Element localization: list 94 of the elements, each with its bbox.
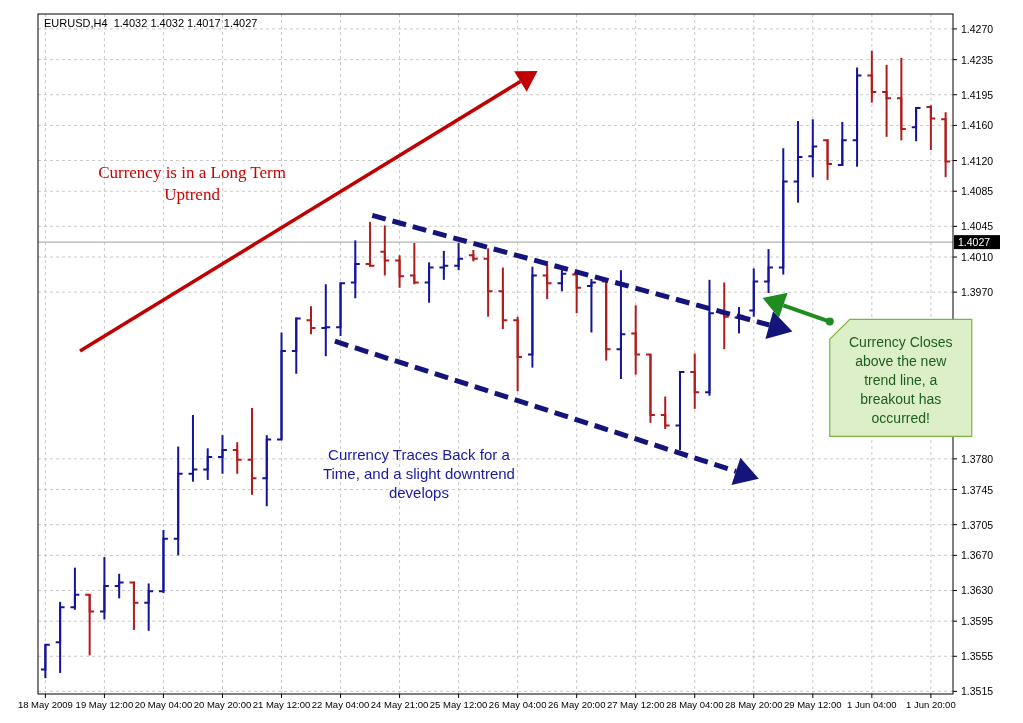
x-tick-label: 29 May 12:00 — [784, 699, 842, 710]
candlestick — [320, 283, 332, 358]
y-tick-label: 1.3705 — [961, 518, 994, 531]
x-tick-label: 20 May 20:00 — [193, 699, 252, 710]
x-tick-label: 18 May 2009 — [17, 699, 73, 710]
candlestick — [276, 331, 287, 441]
y-tick-label: 1.3515 — [961, 685, 994, 698]
y-tick-label: 1.4085 — [961, 185, 994, 198]
candlestick — [689, 352, 701, 410]
candlestick — [659, 395, 671, 431]
candlestick — [39, 643, 51, 680]
candlestick — [512, 315, 524, 393]
candlestick — [807, 118, 819, 179]
y-tick-label: 1.3780 — [961, 452, 994, 465]
ref-line-label: 1.4027 — [958, 236, 991, 249]
annotation: Currency Traces Back for a Time, and a slight downtrend develops — [322, 446, 515, 502]
y-tick-label: 1.3630 — [961, 584, 994, 597]
x-tick-label: 28 May 20:00 — [724, 699, 783, 710]
x-tick-label: 25 May 12:00 — [429, 699, 488, 710]
candlestick — [335, 281, 346, 338]
candlestick — [541, 263, 553, 301]
candlestick — [866, 49, 878, 104]
candlestick — [113, 572, 125, 600]
y-tick-label: 1.4270 — [961, 22, 994, 35]
candlestick — [202, 447, 214, 481]
y-tick-label: 1.4235 — [961, 53, 994, 66]
candlestick — [482, 247, 494, 318]
candlestick — [645, 353, 656, 424]
candlestick — [187, 413, 199, 483]
candlestick — [305, 305, 317, 336]
x-tick-label: 19 May 12:00 — [75, 699, 134, 710]
x-tick-label: 26 May 20:00 — [547, 699, 606, 710]
candlestick — [349, 239, 361, 300]
x-tick-label: 26 May 04:00 — [488, 699, 547, 710]
x-tick-label: 27 May 12:00 — [606, 699, 665, 710]
candlestick — [881, 63, 893, 138]
candlestick — [763, 248, 774, 295]
annotation: Currency Closes above the new trend line, a breakout has occurred! — [849, 334, 953, 427]
candlestick — [158, 528, 169, 595]
annotation: Currency is in a Long Term Uptrend — [98, 163, 286, 205]
candlestick — [84, 592, 96, 657]
candlestick — [408, 242, 420, 286]
x-tick-label: 28 May 04:00 — [665, 699, 724, 710]
candlestick — [895, 56, 907, 142]
y-tick-label: 1.4010 — [961, 251, 994, 264]
candlestick — [246, 406, 258, 496]
y-tick-label: 1.4160 — [961, 119, 994, 132]
y-tick-label: 1.3595 — [961, 615, 994, 628]
candlestick — [453, 242, 465, 272]
candlestick — [143, 582, 155, 632]
candlestick — [526, 265, 538, 369]
candlestick — [748, 267, 760, 318]
y-tick-label: 1.3745 — [961, 483, 994, 496]
y-tick-label: 1.4045 — [961, 220, 994, 233]
candlestick — [231, 441, 243, 475]
candlestick — [172, 445, 184, 557]
y-tick-label: 1.4195 — [961, 88, 994, 101]
chart-title: EURUSD,H4 1.4032 1.4032 1.4017 1.4027 — [44, 17, 258, 29]
x-tick-label: 21 May 12:00 — [252, 699, 311, 710]
candlestick — [379, 224, 391, 277]
candlestick — [615, 269, 627, 381]
candlestick — [497, 266, 509, 330]
candlestick — [925, 104, 937, 151]
y-tick-label: 1.3670 — [961, 549, 994, 562]
x-tick-label: 1 Jun 20:00 — [906, 699, 956, 710]
candlestick — [128, 580, 140, 631]
candlestick — [792, 120, 804, 204]
candlestick — [674, 370, 686, 452]
x-tick-label: 22 May 04:00 — [311, 699, 370, 710]
candlestick — [438, 249, 450, 281]
candlestick — [571, 272, 583, 315]
candlestick — [586, 277, 597, 334]
y-tick-label: 1.3970 — [961, 286, 994, 299]
candlestick — [394, 254, 405, 289]
candlestick — [69, 566, 81, 611]
candlestick — [777, 147, 789, 276]
candlestick — [54, 600, 66, 674]
candlestick — [364, 220, 376, 268]
candlestick — [423, 261, 435, 304]
candlestick — [704, 278, 715, 397]
y-tick-label: 1.3555 — [961, 650, 994, 663]
x-tick-label: 24 May 21:00 — [370, 699, 429, 710]
candlestick — [290, 316, 302, 375]
candlestick — [822, 138, 833, 181]
x-tick-label: 20 May 04:00 — [134, 699, 193, 710]
y-tick-label: 1.4120 — [961, 154, 994, 167]
candlestick — [98, 556, 110, 621]
x-tick-label: 1 Jun 04:00 — [847, 699, 897, 710]
candlestick — [851, 66, 863, 168]
candlestick — [910, 106, 922, 143]
candlestick — [217, 434, 228, 475]
candlestick — [630, 304, 642, 376]
candlestick — [836, 120, 848, 167]
candlestick — [261, 434, 273, 508]
